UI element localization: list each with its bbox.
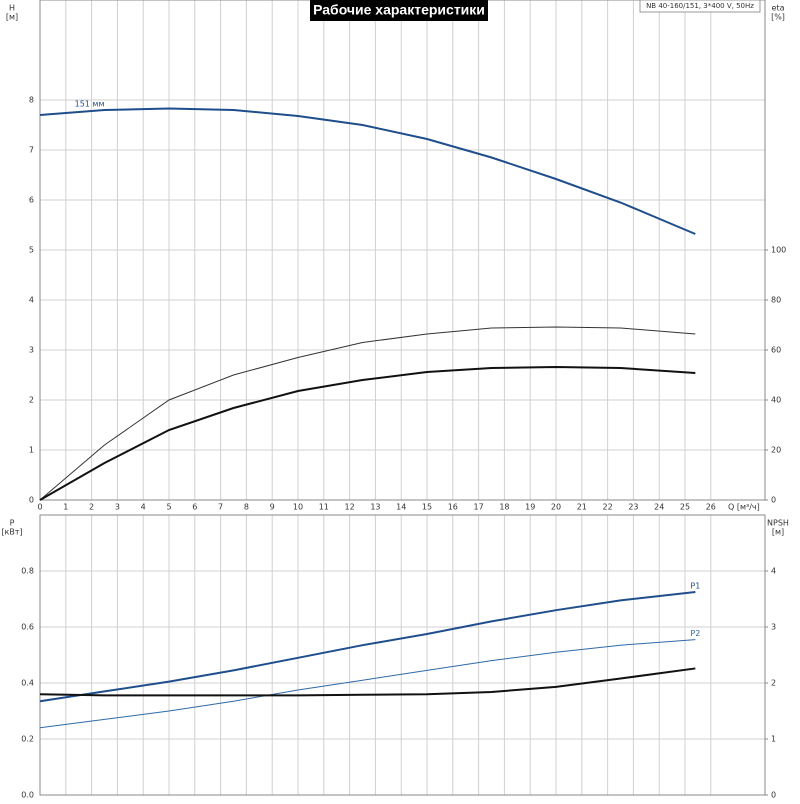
x-tick-label: 1 bbox=[63, 503, 68, 512]
y-tick-label: 0.8 bbox=[21, 567, 34, 576]
x-tick-label: 25 bbox=[680, 503, 690, 512]
x-tick-label: 15 bbox=[422, 503, 432, 512]
x-tick-label: 23 bbox=[628, 503, 638, 512]
y2-axis-unit: [м] bbox=[772, 528, 784, 537]
y2-tick-label: 2 bbox=[771, 679, 776, 688]
x-tick-label: 18 bbox=[499, 503, 509, 512]
curve bbox=[39, 107, 696, 235]
plot-frame bbox=[39, 0, 766, 501]
x-tick-label: 16 bbox=[448, 503, 458, 512]
y-tick-label: 2 bbox=[29, 396, 34, 405]
x-tick-label: 19 bbox=[525, 503, 535, 512]
y-tick-label: 0 bbox=[29, 496, 34, 505]
y-tick-label: 6 bbox=[29, 196, 34, 205]
y-tick-label: 5 bbox=[29, 246, 34, 255]
y2-tick-label: 0 bbox=[771, 791, 776, 800]
y2-axis-label: eta bbox=[772, 4, 785, 13]
plot-frame bbox=[39, 514, 766, 796]
x-tick-label: 8 bbox=[244, 503, 249, 512]
curve bbox=[39, 667, 696, 697]
y2-tick-label: 20 bbox=[771, 446, 781, 455]
y-tick-label: 7 bbox=[29, 146, 34, 155]
y2-axis-unit: [%] bbox=[771, 13, 785, 22]
y-tick-label: 8 bbox=[29, 96, 34, 105]
x-tick-label: 2 bbox=[89, 503, 94, 512]
x-tick-label: 10 bbox=[293, 503, 303, 512]
x-tick-label: 11 bbox=[319, 503, 329, 512]
x-tick-label: 14 bbox=[396, 503, 406, 512]
curve bbox=[39, 326, 696, 501]
x-tick-label: 13 bbox=[370, 503, 380, 512]
x-tick-label: 7 bbox=[218, 503, 223, 512]
title-box bbox=[310, 0, 488, 21]
y-tick-label: 3 bbox=[29, 346, 34, 355]
x-tick-label: 17 bbox=[474, 503, 484, 512]
y2-tick-label: 3 bbox=[771, 623, 776, 632]
y-tick-label: 0.4 bbox=[21, 679, 34, 688]
x-tick-label: 12 bbox=[345, 503, 355, 512]
x-tick-label: 3 bbox=[115, 503, 120, 512]
y-tick-label: 0.6 bbox=[21, 623, 34, 632]
curve bbox=[39, 639, 696, 729]
x-tick-label: 26 bbox=[706, 503, 716, 512]
y2-tick-label: 0 bbox=[771, 496, 776, 505]
curve-label: 151 мм bbox=[75, 100, 105, 109]
subtitle-box bbox=[639, 0, 761, 13]
y2-tick-label: 40 bbox=[771, 396, 781, 405]
plot-area bbox=[39, 514, 766, 796]
y2-tick-label: 4 bbox=[771, 567, 776, 576]
chart-title: Рабочие характеристики bbox=[313, 2, 485, 18]
x-tick-label: 20 bbox=[551, 503, 561, 512]
y-tick-label: 0.2 bbox=[21, 735, 34, 744]
y2-axis-label: NPSH bbox=[767, 519, 789, 528]
x-tick-label: 4 bbox=[141, 503, 146, 512]
y-tick-label: 4 bbox=[29, 296, 34, 305]
y-axis-unit: [кВт] bbox=[1, 528, 22, 537]
curve bbox=[39, 591, 696, 703]
y-tick-label: 0.0 bbox=[21, 791, 34, 800]
x-tick-label: 9 bbox=[270, 503, 275, 512]
x-tick-label: 5 bbox=[166, 503, 171, 512]
curve-label: P1 bbox=[690, 582, 700, 591]
x-tick-label: 21 bbox=[577, 503, 587, 512]
y2-tick-label: 1 bbox=[771, 735, 776, 744]
y-tick-label: 1 bbox=[29, 446, 34, 455]
y-axis-label: H bbox=[9, 4, 15, 13]
x-tick-label: 22 bbox=[603, 503, 613, 512]
x-tick-label: 24 bbox=[654, 503, 664, 512]
y-axis-unit: [м] bbox=[6, 13, 18, 22]
y2-tick-label: 60 bbox=[771, 346, 781, 355]
curve bbox=[39, 365, 696, 501]
x-tick-label: 0 bbox=[37, 503, 42, 512]
curve-label: P2 bbox=[690, 629, 700, 638]
y2-tick-label: 100 bbox=[771, 246, 786, 255]
x-axis-label: Q [м³/ч] bbox=[728, 503, 760, 512]
y-axis-label: P bbox=[10, 519, 15, 528]
x-tick-label: 6 bbox=[192, 503, 197, 512]
y2-tick-label: 80 bbox=[771, 296, 781, 305]
chart-subtitle: NB 40-160/151, 3*400 V, 50Hz bbox=[646, 2, 754, 10]
